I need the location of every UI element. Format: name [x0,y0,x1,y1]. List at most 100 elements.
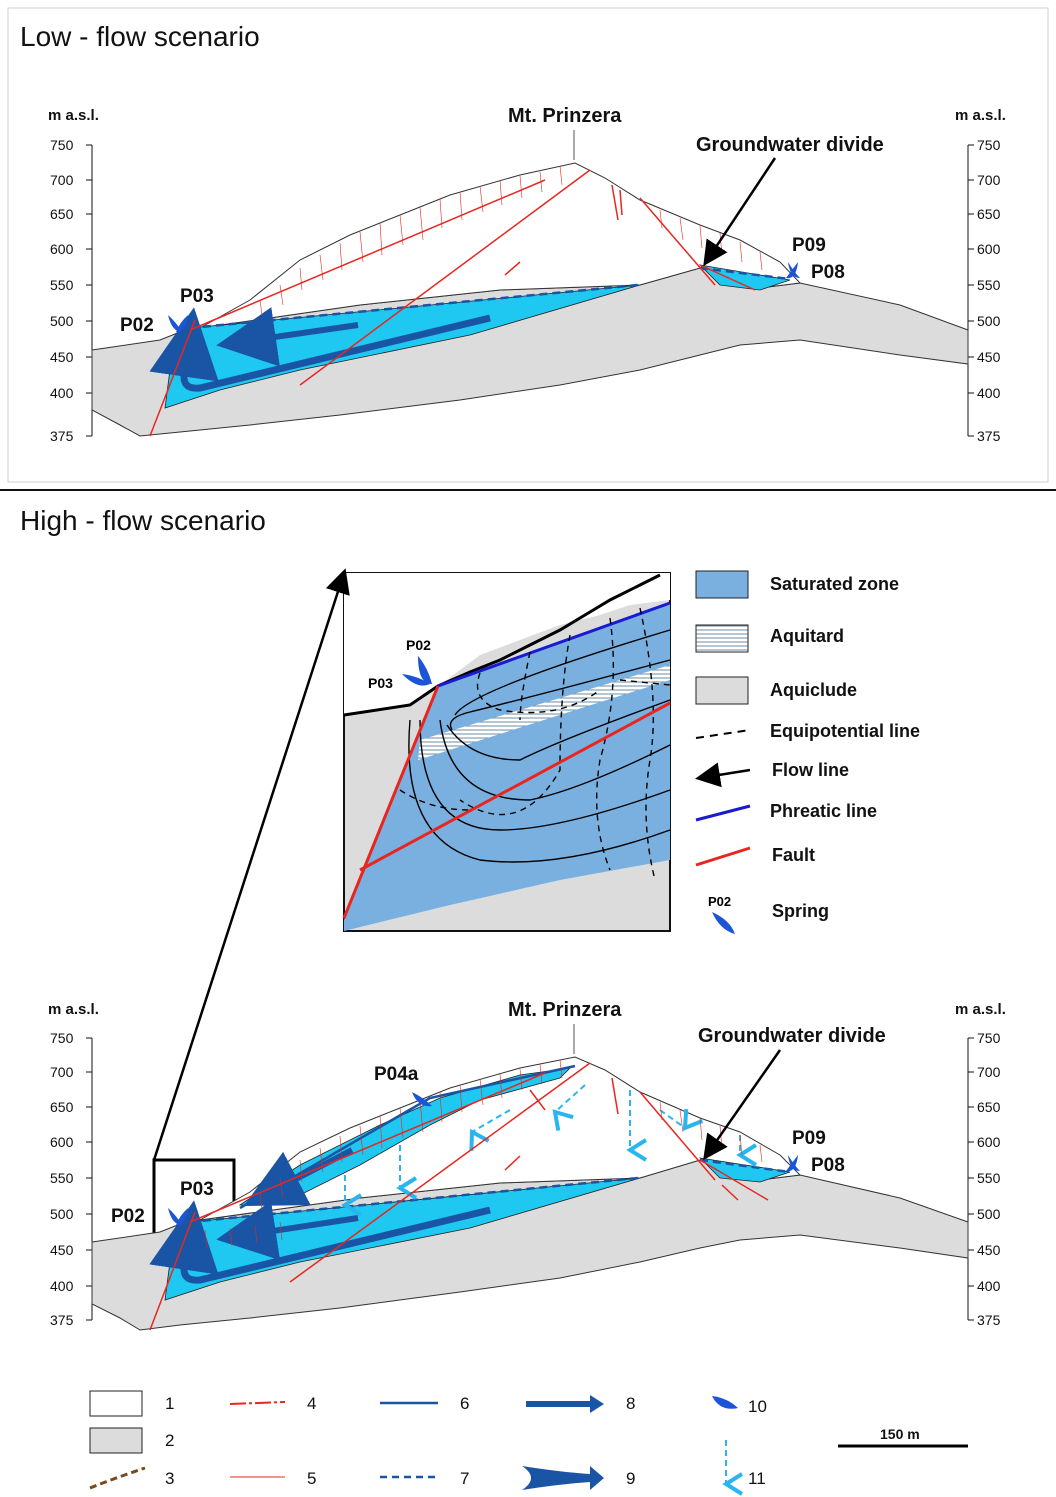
low-divide-label: Groundwater divide [696,134,884,156]
high-rtick-450: 450 [977,1242,1001,1258]
low-flow-title: Low - flow scenario [20,21,260,52]
legend-8-label: 8 [626,1394,635,1413]
low-rtick-700: 700 [977,172,1001,188]
low-rtick-650: 650 [977,206,1001,222]
high-label-p08: P08 [811,1155,845,1176]
legend-10-swatch [712,1396,738,1409]
legend-saturated-swatch [695,570,749,599]
high-unit-right: m a.s.l. [955,1001,1006,1018]
legend-flow-line-label: Flow line [772,760,849,780]
high-peak-label: Mt. Prinzera [508,999,622,1021]
high-label-p03: P03 [180,1179,214,1200]
scale-bar-label: 150 m [880,1426,920,1442]
high-tick-450: 450 [50,1242,74,1258]
legend-7-label: 7 [460,1469,469,1488]
high-divide-arrow [703,1049,782,1161]
low-rtick-750: 750 [977,137,1001,153]
numbered-legend: 1 2 3 4 5 6 7 8 9 10 11 150 m [89,1390,968,1496]
low-rtick-600: 600 [977,241,1001,257]
legend-3-label: 3 [165,1469,174,1488]
high-tick-750: 750 [50,1030,74,1046]
high-spring-p04a-icon [412,1092,432,1107]
legend-4-swatch [229,1401,286,1405]
high-water-table [189,1176,639,1224]
low-divide-arrow [703,157,777,267]
inset-faults [342,685,671,919]
inset-legend: Saturated zone Aquitard Aquiclude Equipo… [695,570,920,934]
legend-5-label: 5 [307,1469,316,1488]
legend-spring-id: P02 [708,894,731,909]
high-rtick-500: 500 [977,1206,1001,1222]
legend-8-swatch [526,1395,604,1413]
legend-fault-swatch [695,846,751,867]
inset-equipotential-lines [399,607,671,881]
low-flow-arrow-main [149,307,491,392]
inset-spring-p03-icon [402,674,430,686]
high-spring-p03-icon [176,1208,188,1225]
legend-9-label: 9 [626,1469,635,1488]
low-tick-550: 550 [50,277,74,293]
high-tick-400: 400 [50,1278,74,1294]
legend-3-swatch [89,1466,146,1490]
legend-10-label: 10 [748,1397,767,1416]
low-tick-750: 750 [50,137,74,153]
low-label-p08: P08 [811,262,845,283]
inset-ground-surface [343,573,661,717]
low-rtick-500: 500 [977,313,1001,329]
low-tick-375: 375 [50,428,74,444]
low-tick-700: 700 [50,172,74,188]
inset-spring-p02-icon [418,656,432,684]
low-tick-650: 650 [50,206,74,222]
high-label-p02: P02 [111,1206,145,1227]
low-rtick-375: 375 [977,428,1001,444]
low-tick-400: 400 [50,385,74,401]
low-tick-500: 500 [50,313,74,329]
low-rtick-550: 550 [977,277,1001,293]
high-rtick-700: 700 [977,1064,1001,1080]
legend-aquiclude-swatch [695,676,749,705]
high-tick-500: 500 [50,1206,74,1222]
high-mountain [199,1056,802,1221]
high-tick-650: 650 [50,1099,74,1115]
high-left-axis: 750 700 650 600 550 500 450 400 375 [50,1030,93,1328]
low-unit-right: m a.s.l. [955,107,1006,124]
low-water-table-east [699,266,791,281]
inset-panel: P02 P03 [342,572,671,932]
high-rtick-375: 375 [977,1312,1001,1328]
high-unit-left: m a.s.l. [48,1001,99,1018]
low-unit-left: m a.s.l. [48,107,99,124]
low-tick-600: 600 [50,241,74,257]
high-rtick-750: 750 [977,1030,1001,1046]
high-infiltration-arrows [341,1084,758,1217]
high-rtick-650: 650 [977,1099,1001,1115]
high-tick-375: 375 [50,1312,74,1328]
legend-saturated-label: Saturated zone [770,574,899,594]
high-divide-aquifer [698,1157,791,1183]
legend-phreatic-label: Phreatic line [770,801,877,821]
high-spring-p08-icon [786,1155,798,1172]
low-label-p02: P02 [120,315,154,336]
legend-aquiclude-label: Aquiclude [770,680,857,700]
legend-1-label: 1 [165,1394,174,1413]
high-tick-550: 550 [50,1170,74,1186]
legend-fault-label: Fault [772,845,815,865]
low-flow-arrow-upper [216,307,359,367]
high-rtick-600: 600 [977,1134,1001,1150]
high-faults [149,1062,769,1331]
legend-spring-label: Spring [772,901,829,921]
high-label-p04a: P04a [374,1064,419,1085]
legend-spring-icon [712,912,735,934]
legend-4-label: 4 [307,1394,316,1413]
legend-2-label: 2 [165,1431,174,1450]
legend-phreatic-swatch [695,804,751,822]
legend-11-label: 11 [748,1469,766,1488]
low-rtick-400: 400 [977,385,1001,401]
legend-2-swatch [89,1427,143,1454]
legend-6-label: 6 [460,1394,469,1413]
high-label-p09: P09 [792,1128,826,1149]
legend-equipotential-label: Equipotential line [770,721,920,741]
legend-aquitard-swatch [695,624,749,653]
legend-9-swatch [522,1466,604,1490]
inset-flow-lines [408,629,671,863]
